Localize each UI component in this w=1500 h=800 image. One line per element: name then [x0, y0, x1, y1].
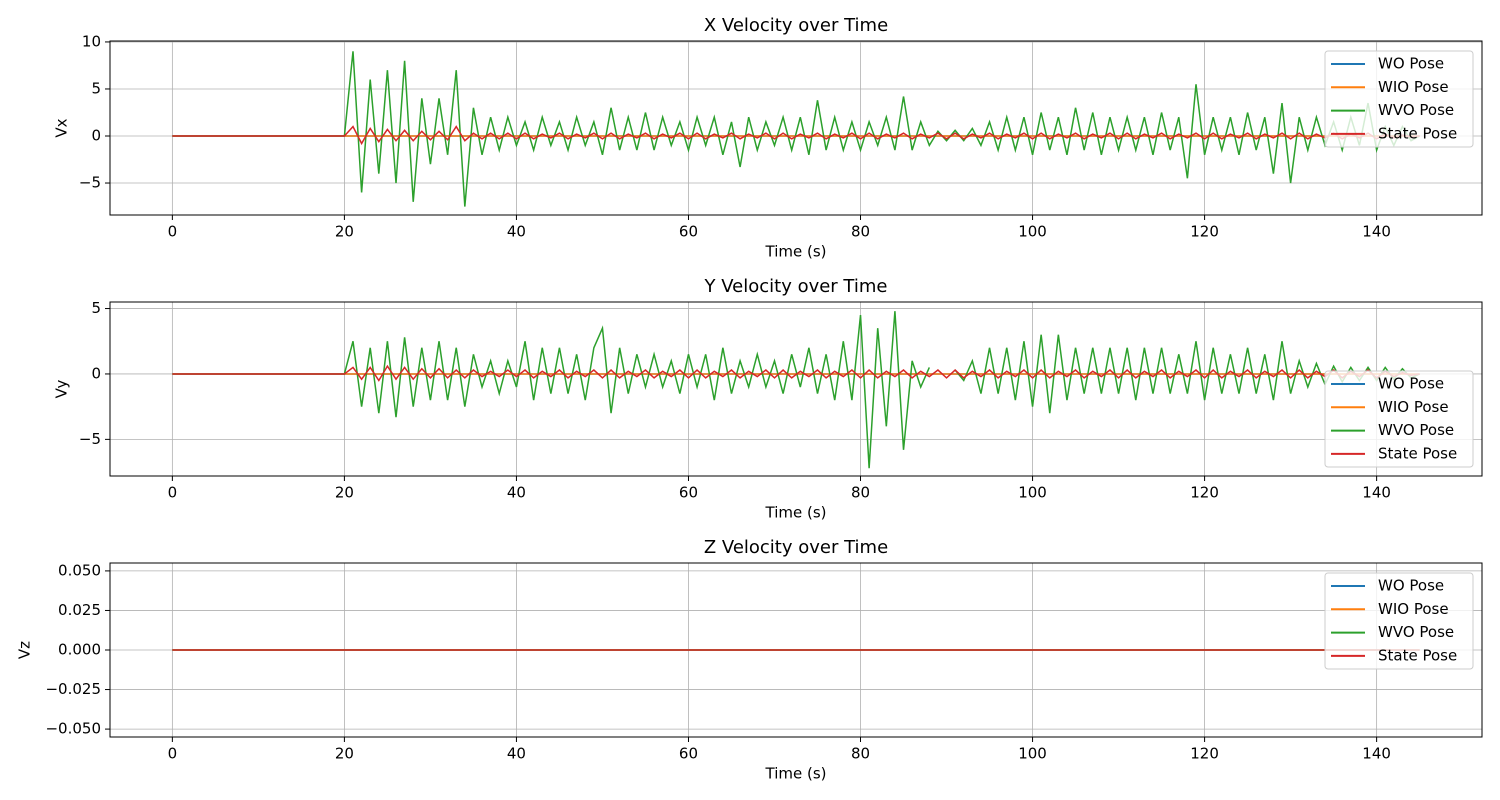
y-tick-label: −0.050 [45, 720, 101, 738]
x-tick-label: 0 [168, 223, 178, 241]
legend-label: WIO Pose [1378, 600, 1449, 618]
x-tick-label: 80 [851, 484, 870, 502]
y-tick-label: −5 [79, 430, 101, 448]
y-axis-label: Vx [53, 118, 71, 137]
x-tick-label: 60 [679, 745, 698, 763]
x-axis-label: Time (s) [765, 504, 827, 522]
series-line [172, 125, 1420, 146]
x-tick-label: 80 [851, 745, 870, 763]
legend-box [1324, 370, 1474, 468]
legend-label: WVO Pose [1378, 623, 1454, 641]
x-tick-label: 140 [1362, 223, 1391, 241]
legend-label: WIO Pose [1378, 78, 1449, 96]
series-line [172, 364, 1420, 382]
legend: WO Pose WIO Pose WVO Pose State Pose [1324, 370, 1474, 468]
legend-label: WIO Pose [1378, 398, 1449, 416]
y-axis-label: Vy [53, 380, 71, 399]
x-tick-label: 100 [1018, 484, 1047, 502]
y-tick-label: 0.000 [58, 641, 101, 659]
x-axis-label: Time (s) [765, 765, 827, 783]
x-tick-label: 40 [507, 223, 526, 241]
axes-frame [109, 40, 1483, 216]
x-tick-label: 20 [335, 223, 354, 241]
legend-label: WVO Pose [1378, 101, 1454, 119]
axes-frame [109, 562, 1483, 738]
y-tick-label: 5 [91, 299, 101, 317]
y-tick-label: 0.050 [58, 561, 101, 579]
legend-label: State Pose [1378, 646, 1457, 664]
x-tick-label: 140 [1362, 745, 1391, 763]
y-tick-label: 0.025 [58, 601, 101, 619]
axes-frame [109, 301, 1483, 477]
y-tick-label: 0 [91, 364, 101, 382]
y-tick-label: 0 [91, 126, 101, 144]
chart-title: Z Velocity over Time [704, 537, 888, 558]
legend: WO Pose WIO Pose WVO Pose State Pose [1324, 50, 1474, 148]
y-axis-label: Vz [16, 641, 34, 659]
y-tick-label: −5 [79, 174, 101, 192]
x-tick-label: 140 [1362, 484, 1391, 502]
x-tick-label: 80 [851, 223, 870, 241]
legend-label: WO Pose [1378, 55, 1444, 73]
legend-label: State Pose [1378, 444, 1457, 462]
y-tick-label: 5 [91, 79, 101, 97]
x-tick-label: 0 [168, 745, 178, 763]
x-tick-label: 20 [335, 745, 354, 763]
y-tick-label: −0.025 [45, 680, 101, 698]
chart-title: X Velocity over Time [704, 15, 888, 36]
y-tick-label: 10 [82, 32, 101, 50]
x-tick-label: 120 [1190, 223, 1219, 241]
legend-box [1324, 50, 1474, 148]
x-tick-label: 40 [507, 484, 526, 502]
subplot: Z Velocity over Time 0 20 40 60 80 100 120 140 −0… [16, 537, 1483, 783]
legend-label: State Pose [1378, 124, 1457, 142]
x-tick-label: 40 [507, 745, 526, 763]
legend-label: WO Pose [1378, 577, 1444, 595]
x-tick-label: 0 [168, 484, 178, 502]
subplot: Y Velocity over Time 0 20 40 60 80 100 120 140 −5… [53, 276, 1483, 522]
x-tick-label: 100 [1018, 745, 1047, 763]
series-line [172, 51, 1420, 207]
chart-title: Y Velocity over Time [704, 276, 888, 297]
legend-label: WO Pose [1378, 375, 1444, 393]
x-tick-label: 120 [1190, 484, 1219, 502]
x-tick-label: 60 [679, 484, 698, 502]
x-tick-label: 100 [1018, 223, 1047, 241]
x-axis-label: Time (s) [765, 243, 827, 261]
legend: WO Pose WIO Pose WVO Pose State Pose [1324, 572, 1474, 670]
x-tick-label: 120 [1190, 745, 1219, 763]
legend-box [1324, 572, 1474, 670]
series-line [172, 311, 1420, 469]
legend-label: WVO Pose [1378, 421, 1454, 439]
x-tick-label: 60 [679, 223, 698, 241]
x-tick-label: 20 [335, 484, 354, 502]
